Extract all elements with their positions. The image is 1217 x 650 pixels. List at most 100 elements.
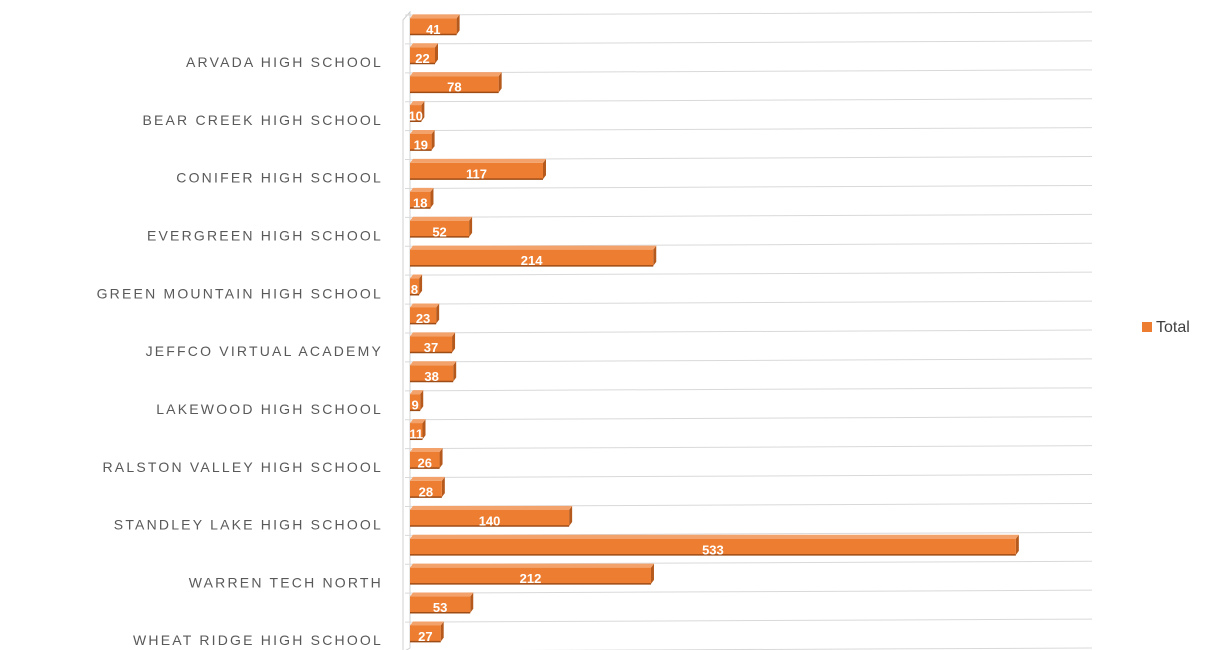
bar-side — [470, 592, 474, 613]
bar — [410, 480, 442, 498]
y-tick-label: STANDLEY LAKE HIGH SCHOOL — [114, 517, 383, 533]
bar — [410, 423, 423, 440]
value-label: 38 — [424, 369, 438, 384]
value-label: 53 — [433, 600, 447, 615]
bar — [410, 567, 651, 584]
y-tick-label: LAKEWOOD HIGH SCHOOL — [156, 401, 383, 417]
bar — [410, 365, 454, 382]
grid-line — [404, 474, 1093, 479]
bar-top — [410, 274, 423, 279]
bar-side — [653, 245, 657, 266]
bar-top — [410, 447, 443, 452]
bar-top — [410, 563, 654, 568]
bar-top — [410, 534, 1019, 539]
bar — [410, 162, 543, 180]
value-label: 533 — [702, 542, 724, 557]
bar-top — [410, 101, 425, 106]
value-label: 22 — [415, 51, 429, 66]
bar — [410, 76, 499, 93]
bar-side — [542, 158, 546, 180]
y-tick-label: RALSTON VALLEY HIGH SCHOOL — [103, 459, 384, 475]
bar — [410, 105, 422, 122]
bar-side — [439, 447, 443, 469]
grid-line — [404, 11, 1093, 16]
bar-top — [410, 476, 445, 481]
value-label: 37 — [424, 340, 438, 355]
grid-line — [404, 271, 1093, 276]
bar-top — [410, 419, 426, 424]
bar-top — [410, 332, 456, 337]
grid-line — [404, 387, 1093, 392]
bar-top — [410, 245, 657, 250]
bar-side — [650, 563, 654, 584]
bar-side — [422, 419, 426, 440]
value-label: 18 — [413, 195, 427, 210]
value-label: 8 — [411, 282, 418, 297]
grid-line — [404, 98, 1093, 103]
bar-top — [410, 43, 439, 48]
bar — [410, 394, 421, 411]
bar — [410, 249, 654, 266]
bar-top — [410, 505, 573, 510]
grid-line — [404, 445, 1093, 450]
bar-top — [410, 361, 457, 366]
value-label: 28 — [419, 484, 433, 499]
y-tick-label: GREEN MOUNTAIN HIGH SCHOOL — [97, 285, 383, 301]
y-tick-label: ARVADA HIGH SCHOOL — [186, 54, 383, 70]
bar-side — [436, 303, 440, 324]
bar-top — [410, 187, 434, 192]
bar — [410, 451, 440, 469]
value-label: 212 — [520, 571, 542, 586]
bar-side — [440, 621, 444, 642]
value-label: 27 — [418, 629, 432, 644]
grid-line — [404, 589, 1093, 594]
legend-swatch — [1142, 322, 1152, 332]
bar-top — [410, 390, 424, 395]
grid-line — [404, 69, 1093, 74]
y-tick-label: EVERGREEN HIGH SCHOOL — [147, 228, 383, 244]
value-label: 23 — [416, 311, 430, 326]
grid-line — [404, 329, 1093, 334]
bar-side — [421, 101, 425, 122]
grid-line — [404, 416, 1093, 421]
bar-side — [456, 14, 460, 35]
bar-top — [410, 621, 444, 626]
value-label: 214 — [521, 253, 543, 268]
bar — [410, 191, 431, 209]
bar-top — [410, 158, 546, 163]
grid-line — [404, 40, 1093, 45]
bar-side — [469, 216, 473, 237]
bar-side — [431, 129, 435, 151]
bar-top — [410, 216, 473, 221]
value-label: 19 — [414, 138, 428, 153]
bar — [410, 133, 432, 151]
value-label: 9 — [411, 398, 418, 413]
bar — [410, 625, 441, 642]
bar — [410, 596, 471, 613]
bar-side — [420, 390, 424, 411]
bar — [410, 307, 437, 324]
y-tick-label: CONIFER HIGH SCHOOL — [176, 170, 383, 186]
bar-side — [430, 187, 434, 209]
y-tick-label: JEFFCO VIRTUAL ACADEMY — [146, 343, 383, 359]
bar-top — [410, 129, 435, 134]
bar-side — [1015, 534, 1019, 555]
bar — [410, 18, 457, 35]
value-label: 26 — [418, 456, 432, 471]
value-label: 117 — [466, 166, 487, 181]
bar — [410, 509, 570, 527]
value-label: 52 — [432, 224, 446, 239]
bar-top — [410, 14, 460, 19]
bar — [410, 336, 453, 353]
value-label: 140 — [479, 513, 501, 528]
value-label: 11 — [409, 427, 423, 442]
grid-line — [404, 127, 1093, 132]
bar-side — [435, 43, 439, 64]
value-label: 41 — [426, 22, 440, 37]
bar-side — [452, 332, 456, 353]
bar — [410, 278, 420, 295]
bar-side — [498, 72, 502, 93]
bar — [410, 220, 470, 237]
bar — [410, 47, 436, 64]
